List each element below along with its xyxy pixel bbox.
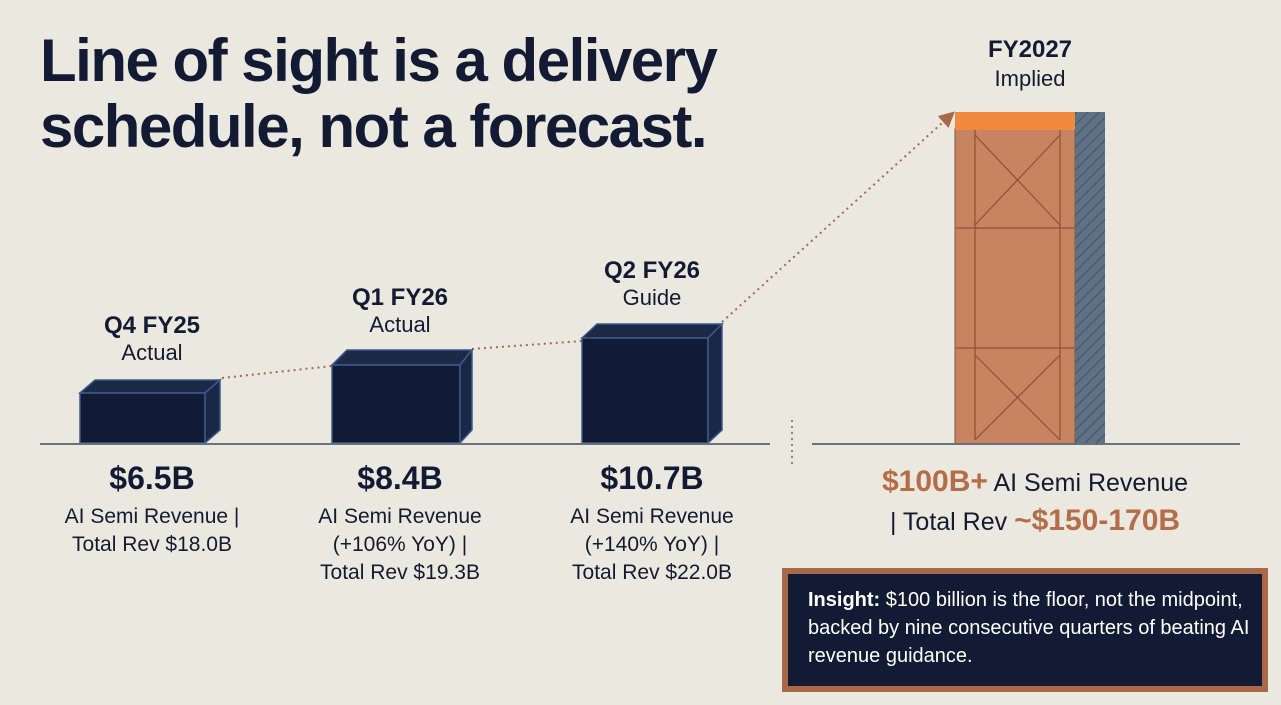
insight-box: Insight: $100 billion is the floor, not …: [782, 568, 1268, 692]
column-label: Q1 FY26: [351, 284, 449, 311]
column-line: Total Rev $18.0B: [72, 533, 232, 556]
target-text: $100B+ AI Semi Revenue | Total Rev ~$150…: [820, 463, 1250, 541]
column-line: AI Semi Revenue: [570, 505, 734, 528]
column-line: Total Rev $22.0B: [572, 561, 732, 584]
column-value: $8.4B: [357, 460, 443, 496]
column-line: (+140% YoY) |: [584, 533, 720, 556]
column-line: AI Semi Revenue |: [64, 505, 240, 528]
column-label: Q2 FY26: [603, 257, 701, 284]
target-text1: AI Semi Revenue: [993, 469, 1189, 497]
target-text2: | Total Rev: [889, 508, 1008, 536]
target-value2: ~$150-170B: [1014, 504, 1181, 537]
trend-line: [221, 111, 955, 466]
column-status: Actual: [121, 340, 183, 365]
insight-text: $100 billion is the floor, not the midpo…: [808, 589, 1250, 667]
column-value: $10.7B: [600, 460, 704, 496]
column-line: (+106% YoY) |: [332, 533, 468, 556]
column-status: Guide: [622, 285, 682, 310]
target-status: Implied: [994, 66, 1066, 91]
title: Line of sight is a delivery schedule, no…: [40, 27, 718, 160]
column-label: Q4 FY25: [103, 312, 201, 339]
target-value: $100B+: [881, 465, 988, 498]
column-line: Total Rev $19.3B: [320, 561, 480, 584]
column-status: Actual: [369, 312, 431, 337]
column-line: AI Semi Revenue: [318, 505, 482, 528]
target-label: FY2027: [987, 36, 1073, 63]
tower: [954, 112, 1105, 445]
insight-label: Insight:: [808, 589, 881, 611]
boxes: [77, 322, 724, 445]
column-value: $6.5B: [109, 460, 195, 496]
